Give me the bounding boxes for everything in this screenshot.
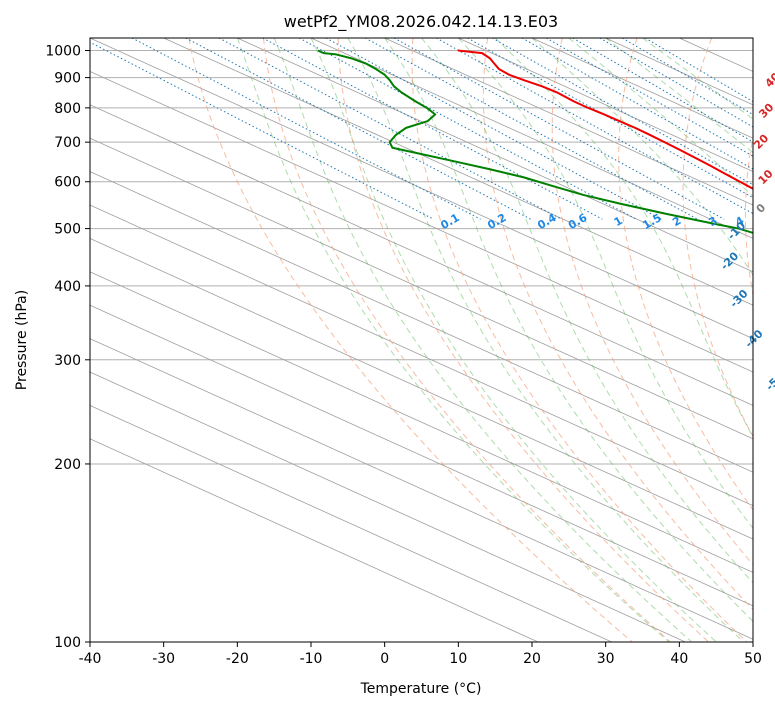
dewpoint-profile (317, 49, 753, 234)
temperature-profile (457, 49, 753, 190)
moist-adiabat-line (347, 38, 744, 642)
isotherm-line (90, 271, 753, 573)
moist-adiabat-line (531, 38, 753, 277)
isotherm-line (90, 38, 753, 340)
y-axis: 1000 900 800 700 600 500 400 300 200 100 (45, 44, 90, 651)
mixing-ratio-line (131, 38, 481, 220)
x-tick-label: 0 (380, 651, 389, 667)
isotherm-line (90, 204, 753, 507)
x-tick-label: 30 (597, 651, 615, 667)
dry-adiabat-line (263, 38, 671, 642)
y-tick-label: 1000 (45, 44, 81, 60)
isotherm-line (237, 38, 753, 273)
mixing-ratio-line (185, 38, 531, 220)
plot-frame (89, 37, 754, 643)
x-tick-label: -30 (152, 651, 175, 667)
mixing-ratio-line (393, 38, 725, 220)
isotherm-line (90, 237, 753, 540)
sounding-profiles (317, 49, 753, 234)
isotherm-line (90, 304, 753, 607)
isotherm-line (458, 38, 753, 173)
x-tick-label: 20 (523, 651, 541, 667)
isotherm-line (90, 338, 753, 640)
moist-adiabats (236, 38, 753, 642)
mixing-ratio-lines (90, 38, 753, 220)
isotherm-line (90, 371, 686, 642)
plot-background (90, 38, 753, 642)
isotherm-line (90, 137, 753, 440)
isotherm-label: -50 (763, 370, 775, 393)
y-tick-label: 700 (54, 135, 81, 151)
dry-adiabat-line (411, 38, 748, 642)
isotherm-line (310, 38, 753, 239)
y-tick-label: 400 (54, 279, 81, 295)
dry-adiabat-line (337, 38, 709, 642)
y-tick-label: 200 (54, 457, 81, 473)
y-tick-label: 300 (54, 353, 81, 369)
chart-title: wetPf2_YM08.2026.042.14.13.E03 (284, 12, 558, 32)
moist-adiabat-line (457, 38, 753, 529)
moist-adiabat-line (384, 38, 753, 623)
dry-adiabat-line (188, 38, 633, 642)
isotherm-line (163, 38, 753, 306)
mixing-ratio-line (218, 38, 562, 220)
dry-adiabat-line (551, 38, 753, 566)
x-tick-label: -20 (226, 651, 249, 667)
mixing-ratio-line (325, 38, 662, 220)
dry-adiabats (188, 38, 753, 642)
y-tick-label: 500 (54, 222, 81, 238)
y-tick-label: 100 (54, 635, 81, 651)
moist-adiabat-line (642, 38, 753, 120)
mixing-ratio-line (90, 41, 434, 220)
moist-adiabat-line (236, 38, 670, 642)
isotherm-label: 30 (756, 100, 775, 120)
mixing-ratio-line (572, 38, 753, 143)
dry-adiabat-line (618, 38, 753, 511)
mixing-ratio-line (521, 38, 753, 170)
x-tick-label: 50 (744, 651, 762, 667)
mixing-ratio-line (365, 38, 698, 220)
pressure-gridlines (90, 50, 753, 642)
y-tick-label: 900 (54, 71, 81, 87)
isotherm-line (90, 104, 753, 406)
mixing-ratio-line (546, 38, 753, 157)
skewed-isotherms (90, 38, 753, 642)
mixing-ratio-line (262, 38, 603, 220)
moist-adiabat-line (421, 38, 753, 584)
isotherm-line (90, 171, 753, 473)
isotherm-line (384, 38, 753, 206)
x-axis: -40 -30 -20 -10 0 10 20 30 40 50 (79, 642, 762, 667)
y-tick-label: 800 (54, 101, 81, 117)
y-axis-label: Pressure (hPa) (14, 290, 30, 390)
x-tick-label: -10 (300, 651, 323, 667)
x-tick-label: -40 (79, 651, 102, 667)
moist-adiabat-line (310, 38, 717, 642)
y-tick-label: 600 (54, 175, 81, 191)
x-tick-label: 10 (449, 651, 467, 667)
mixing-ratio-line (492, 38, 753, 186)
isotherm-line (90, 438, 539, 642)
moist-adiabat-line (273, 38, 693, 642)
mixing-ratio-line (467, 38, 753, 199)
dry-adiabat-line (482, 38, 753, 611)
x-tick-label: 40 (670, 651, 688, 667)
isotherm-line (90, 404, 612, 642)
x-axis-label: Temperature (°C) (360, 681, 482, 697)
isotherm-line (90, 70, 753, 373)
dry-adiabat-line (682, 38, 753, 438)
